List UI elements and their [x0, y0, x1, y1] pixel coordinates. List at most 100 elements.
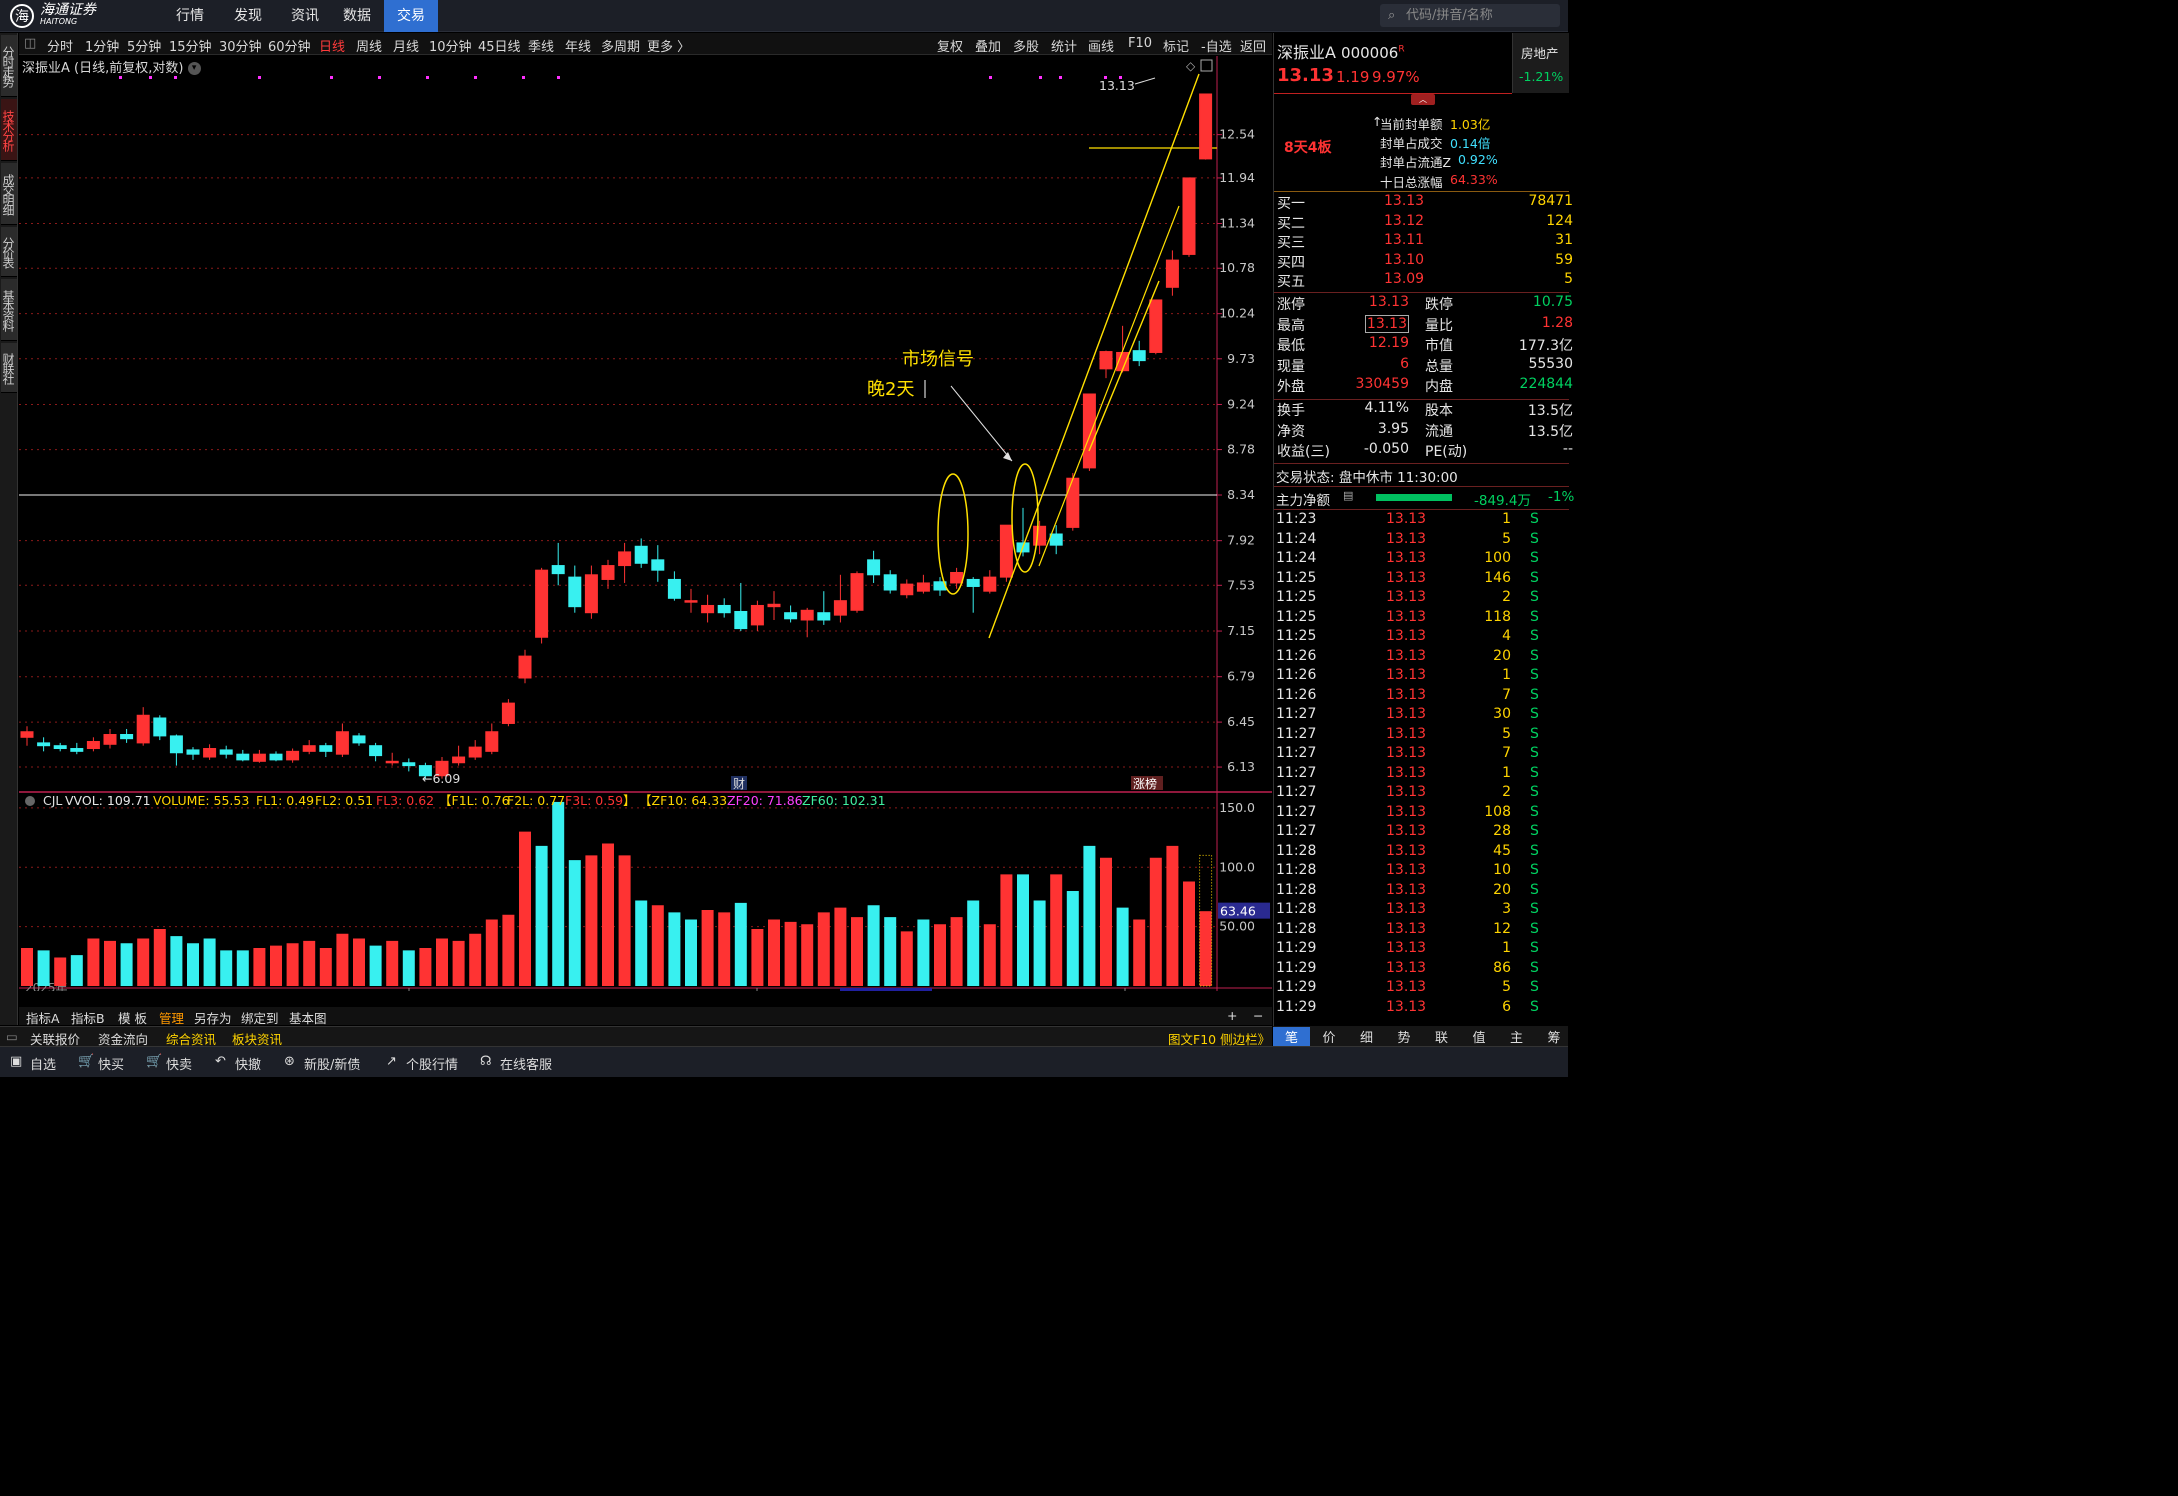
volume-bar[interactable] — [120, 943, 133, 986]
candle-body[interactable] — [153, 717, 167, 737]
volume-bar[interactable] — [336, 933, 349, 986]
volume-bar[interactable] — [37, 950, 50, 986]
candle-body[interactable] — [568, 576, 582, 608]
volume-bar[interactable] — [452, 940, 465, 986]
search-input[interactable]: ⌕ 代码/拼音/名称 — [1380, 4, 1560, 27]
volume-bar[interactable] — [87, 938, 100, 987]
candle-body[interactable] — [900, 583, 914, 596]
volume-bar[interactable] — [21, 948, 33, 986]
right-tab-3[interactable]: 势 — [1397, 1031, 1411, 1046]
candle-body[interactable] — [999, 524, 1013, 578]
candle-body[interactable] — [535, 569, 549, 638]
volume-bar[interactable] — [602, 843, 614, 987]
right-tab-7[interactable]: 筹 — [1547, 1031, 1561, 1046]
volume-bar[interactable] — [54, 957, 67, 987]
candle-body[interactable] — [867, 559, 881, 576]
candle-body[interactable] — [286, 750, 300, 761]
btn-stock-quote[interactable]: 个股行情 — [406, 1058, 459, 1073]
volume-bar[interactable] — [319, 948, 332, 986]
volume-bar[interactable] — [552, 801, 565, 986]
kline-chart[interactable]: 12.54 11.94 11.34 10.78 10.24 9.73 9.24 8.78 8.3… — [19, 56, 1272, 991]
candle-body[interactable] — [883, 574, 897, 591]
volume-bar[interactable] — [303, 940, 316, 986]
right-tab-0[interactable]: 笔 — [1273, 1027, 1310, 1046]
candle-body[interactable] — [983, 576, 997, 592]
candle-body[interactable] — [136, 714, 150, 744]
candle-body[interactable] — [684, 600, 698, 603]
period-yearly[interactable]: 年线 — [565, 40, 592, 55]
ind-tab-basic[interactable]: 基本图 — [289, 1011, 327, 1026]
period-1min[interactable]: 1分钟 — [85, 40, 120, 55]
period-10min[interactable]: 10分钟 — [429, 40, 472, 55]
period-45day[interactable]: 45日线 — [478, 40, 521, 55]
tool-f10[interactable]: F10 — [1128, 36, 1153, 51]
volume-bar[interactable] — [934, 924, 946, 986]
candle-body[interactable] — [485, 731, 499, 752]
candle-body[interactable] — [53, 745, 67, 750]
tab-sector-news[interactable]: 板块资讯 — [232, 1032, 283, 1047]
period-fenshi[interactable]: 分时 — [47, 40, 74, 55]
volume-bar[interactable] — [419, 948, 432, 986]
volume-bar[interactable] — [917, 919, 930, 987]
candle-body[interactable] — [302, 745, 316, 752]
candle-body[interactable] — [120, 734, 134, 740]
period-5min[interactable]: 5分钟 — [127, 40, 162, 55]
volume-bar[interactable] — [1133, 919, 1146, 987]
candle-body[interactable] — [402, 762, 416, 767]
candle-body[interactable] — [701, 604, 715, 614]
volume-bar[interactable] — [386, 940, 399, 986]
chevron-down-icon[interactable]: ▾ — [187, 62, 201, 75]
rail-tab-trades[interactable]: 成交明细 — [1, 163, 17, 225]
rail-tab-technical[interactable]: 技术分析 — [1, 99, 17, 161]
watchlist-icon[interactable]: ▣ — [10, 1054, 23, 1069]
candle-body[interactable] — [236, 753, 250, 761]
candle-body[interactable] — [1082, 393, 1096, 469]
volume-bar[interactable] — [270, 945, 282, 986]
candle-body[interactable] — [468, 746, 482, 758]
volume-bar[interactable] — [170, 936, 183, 986]
nav-tab-data[interactable]: 数据 — [343, 8, 371, 24]
ind-tab-a[interactable]: 指标A — [26, 1011, 60, 1026]
btn-quick-cancel[interactable]: 快撤 — [235, 1058, 262, 1073]
tool-remove-watchlist[interactable]: -自选 — [1201, 40, 1232, 55]
right-tab-4[interactable]: 联 — [1434, 1031, 1448, 1046]
rail-tab-price-dist[interactable]: 分价表 — [1, 227, 17, 277]
volume-bar[interactable] — [734, 902, 747, 986]
volume-bar[interactable] — [286, 943, 299, 986]
volume-bar[interactable] — [253, 948, 266, 986]
tab-capital-flow[interactable]: 资金流向 — [98, 1032, 149, 1047]
nav-tab-news[interactable]: 资讯 — [291, 8, 319, 24]
rail-tab-fundamentals[interactable]: 基本资料 — [1, 279, 17, 341]
btn-online-service[interactable]: 在线客服 — [500, 1058, 553, 1073]
tool-back[interactable]: 返回 — [1240, 40, 1267, 55]
period-monthly[interactable]: 月线 — [393, 40, 420, 55]
period-quarter[interactable]: 季线 — [528, 40, 555, 55]
candle-body[interactable] — [1165, 259, 1179, 288]
ind-tab-template[interactable]: 模 板 — [118, 1011, 147, 1026]
tool-stats[interactable]: 统计 — [1051, 40, 1078, 55]
candle-body[interactable] — [1099, 351, 1113, 370]
volume-bar[interactable] — [236, 950, 249, 986]
candle-body[interactable] — [252, 753, 266, 762]
volume-bar[interactable] — [884, 917, 897, 986]
volume-bar[interactable] — [801, 924, 814, 986]
volume-bar[interactable] — [568, 860, 581, 986]
volume-bar[interactable] — [1033, 900, 1046, 987]
nav-tab-market[interactable]: 行情 — [176, 8, 204, 24]
candle-body[interactable] — [335, 731, 349, 755]
volume-bar[interactable] — [1000, 874, 1013, 986]
candle-body[interactable] — [352, 735, 366, 744]
btn-watchlist[interactable]: 自选 — [30, 1058, 57, 1073]
volume-bar[interactable] — [70, 955, 83, 986]
candle-body[interactable] — [435, 760, 449, 777]
candle-body[interactable] — [667, 578, 681, 599]
volume-bar[interactable] — [1017, 874, 1029, 986]
candle-body[interactable] — [269, 753, 283, 761]
candle-body[interactable] — [634, 545, 648, 564]
volume-bar[interactable] — [784, 921, 797, 986]
candle-body[interactable] — [452, 756, 466, 764]
tool-multi-stock[interactable]: 多股 — [1013, 40, 1040, 55]
volume-bar[interactable] — [718, 912, 731, 986]
period-daily[interactable]: 日线 — [319, 40, 346, 55]
candle-body[interactable] — [1132, 350, 1146, 362]
